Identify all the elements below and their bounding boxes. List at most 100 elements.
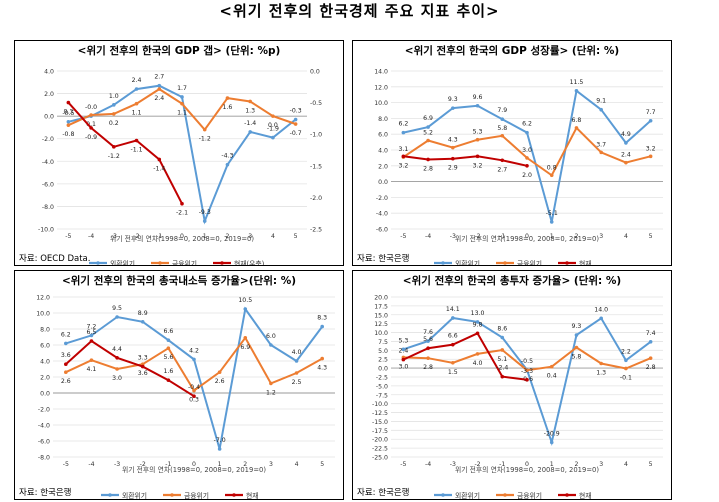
x-tick-label: 2: [574, 233, 578, 240]
data-label: 0.4: [547, 373, 557, 380]
data-point: [202, 219, 207, 223]
data-point: [624, 141, 628, 145]
data-point: [180, 101, 184, 106]
data-point: [475, 352, 480, 356]
y-tick-label: 6.0: [378, 132, 388, 139]
data-label: -0.3: [290, 108, 302, 115]
data-point: [248, 130, 252, 134]
data-label: -2.4: [496, 365, 508, 372]
data-label: 8.3: [317, 315, 327, 322]
data-label: 6.0: [266, 333, 276, 340]
data-label: -0.4: [188, 384, 200, 391]
x-tick-label: 1: [203, 233, 207, 240]
y-tick-label: 2.0: [44, 91, 54, 98]
source-note: 자료: 한국은행: [357, 254, 410, 264]
data-label: 0.0: [268, 122, 278, 129]
data-point: [166, 378, 171, 382]
data-label: -1.9: [267, 126, 279, 133]
y-tick-label: -6.0: [38, 439, 50, 446]
data-point: [192, 357, 196, 362]
data-label: 2.4: [398, 348, 408, 355]
data-point: [599, 316, 603, 321]
data-label: -0.0: [85, 104, 97, 111]
x-tick-label: -3: [450, 461, 456, 468]
data-point: [624, 358, 628, 363]
data-point: [451, 145, 455, 150]
data-label: 6.2: [522, 121, 532, 128]
data-point: [157, 83, 162, 88]
x-tick-label: 2: [243, 461, 247, 468]
x-tick-label: 5: [294, 233, 298, 240]
data-point: [157, 87, 162, 91]
y-tick-label: 20.0: [374, 295, 388, 302]
x-tick-label: -3: [111, 233, 117, 240]
y-tick-label: -2.0: [38, 407, 50, 414]
y-tick-label: -10.0: [38, 227, 54, 234]
y2-tick-label: -2.5: [310, 227, 322, 234]
y-tick-label: -8.0: [38, 455, 50, 462]
y-tick-label: 2.0: [378, 163, 388, 170]
data-point: [180, 95, 184, 99]
series-line: [65, 335, 323, 393]
data-label: 2.8: [646, 364, 656, 371]
data-label: 2.4: [621, 152, 631, 159]
legend-marker: [232, 493, 236, 497]
data-label: 3.2: [646, 145, 656, 152]
page-title: <위기 전후의 한국경제 주요 지표 추이>: [219, 2, 500, 20]
data-label: 2.6: [215, 378, 225, 385]
data-point: [217, 370, 222, 374]
data-point: [475, 103, 480, 108]
y-tick-label: 8.0: [40, 327, 50, 334]
series-line: [67, 101, 183, 205]
y-tick-label: -10.0: [372, 401, 388, 408]
data-label: 2.5: [292, 379, 302, 386]
data-point: [115, 367, 119, 371]
data-point: [269, 381, 273, 386]
data-point: [648, 118, 653, 123]
data-point: [271, 114, 275, 118]
data-label: 6.6: [163, 328, 173, 335]
data-point: [648, 356, 653, 360]
x-tick-label: 0: [192, 461, 196, 468]
data-point: [426, 356, 430, 360]
data-label: 1.2: [266, 389, 276, 396]
x-tick-label: 2: [574, 461, 578, 468]
data-point: [475, 331, 480, 336]
x-tick-label: -1: [156, 233, 162, 240]
data-point: [66, 123, 71, 127]
data-label: 6.5: [87, 329, 97, 336]
data-label: -4.3: [221, 153, 233, 160]
data-point: [225, 162, 230, 167]
data-label: 4.0: [473, 360, 483, 367]
data-point: [269, 343, 273, 347]
y-tick-label: -2.5: [376, 375, 388, 382]
data-label: 2.9: [448, 165, 458, 172]
data-label: 6.2: [398, 121, 408, 128]
x-tick-label: -5: [400, 233, 406, 240]
legend-marker: [565, 493, 569, 497]
data-label: 3.2: [398, 162, 408, 169]
data-point: [89, 339, 94, 343]
legend-label: 금융위기: [517, 491, 542, 499]
data-label: 6.9: [423, 115, 433, 122]
x-axis-title: 위기 전후의 연차(1998=0, 2008=0, 2019=0): [110, 234, 254, 243]
data-point: [89, 358, 94, 362]
data-point: [166, 346, 171, 350]
x-tick-label: 5: [649, 461, 653, 468]
gdp-growth-chart: -6.0-4.0-2.00.02.04.06.08.010.012.014.0-…: [374, 69, 663, 265]
data-label: -1.2: [199, 136, 211, 143]
data-point: [115, 315, 119, 319]
data-label: 2.8: [423, 364, 433, 371]
data-point: [624, 366, 628, 371]
y-tick-label: 2.5: [378, 357, 388, 364]
data-point: [401, 347, 406, 352]
data-label: 0.2: [109, 120, 119, 127]
data-label: 3.1: [398, 146, 408, 153]
data-point: [451, 156, 455, 161]
series-line: [402, 332, 528, 381]
y-tick-label: -22.5: [372, 446, 388, 453]
legend-marker: [565, 261, 569, 265]
data-point: [66, 100, 71, 105]
y2-tick-label: -1.5: [310, 163, 322, 170]
data-label: -3.3: [521, 368, 533, 375]
